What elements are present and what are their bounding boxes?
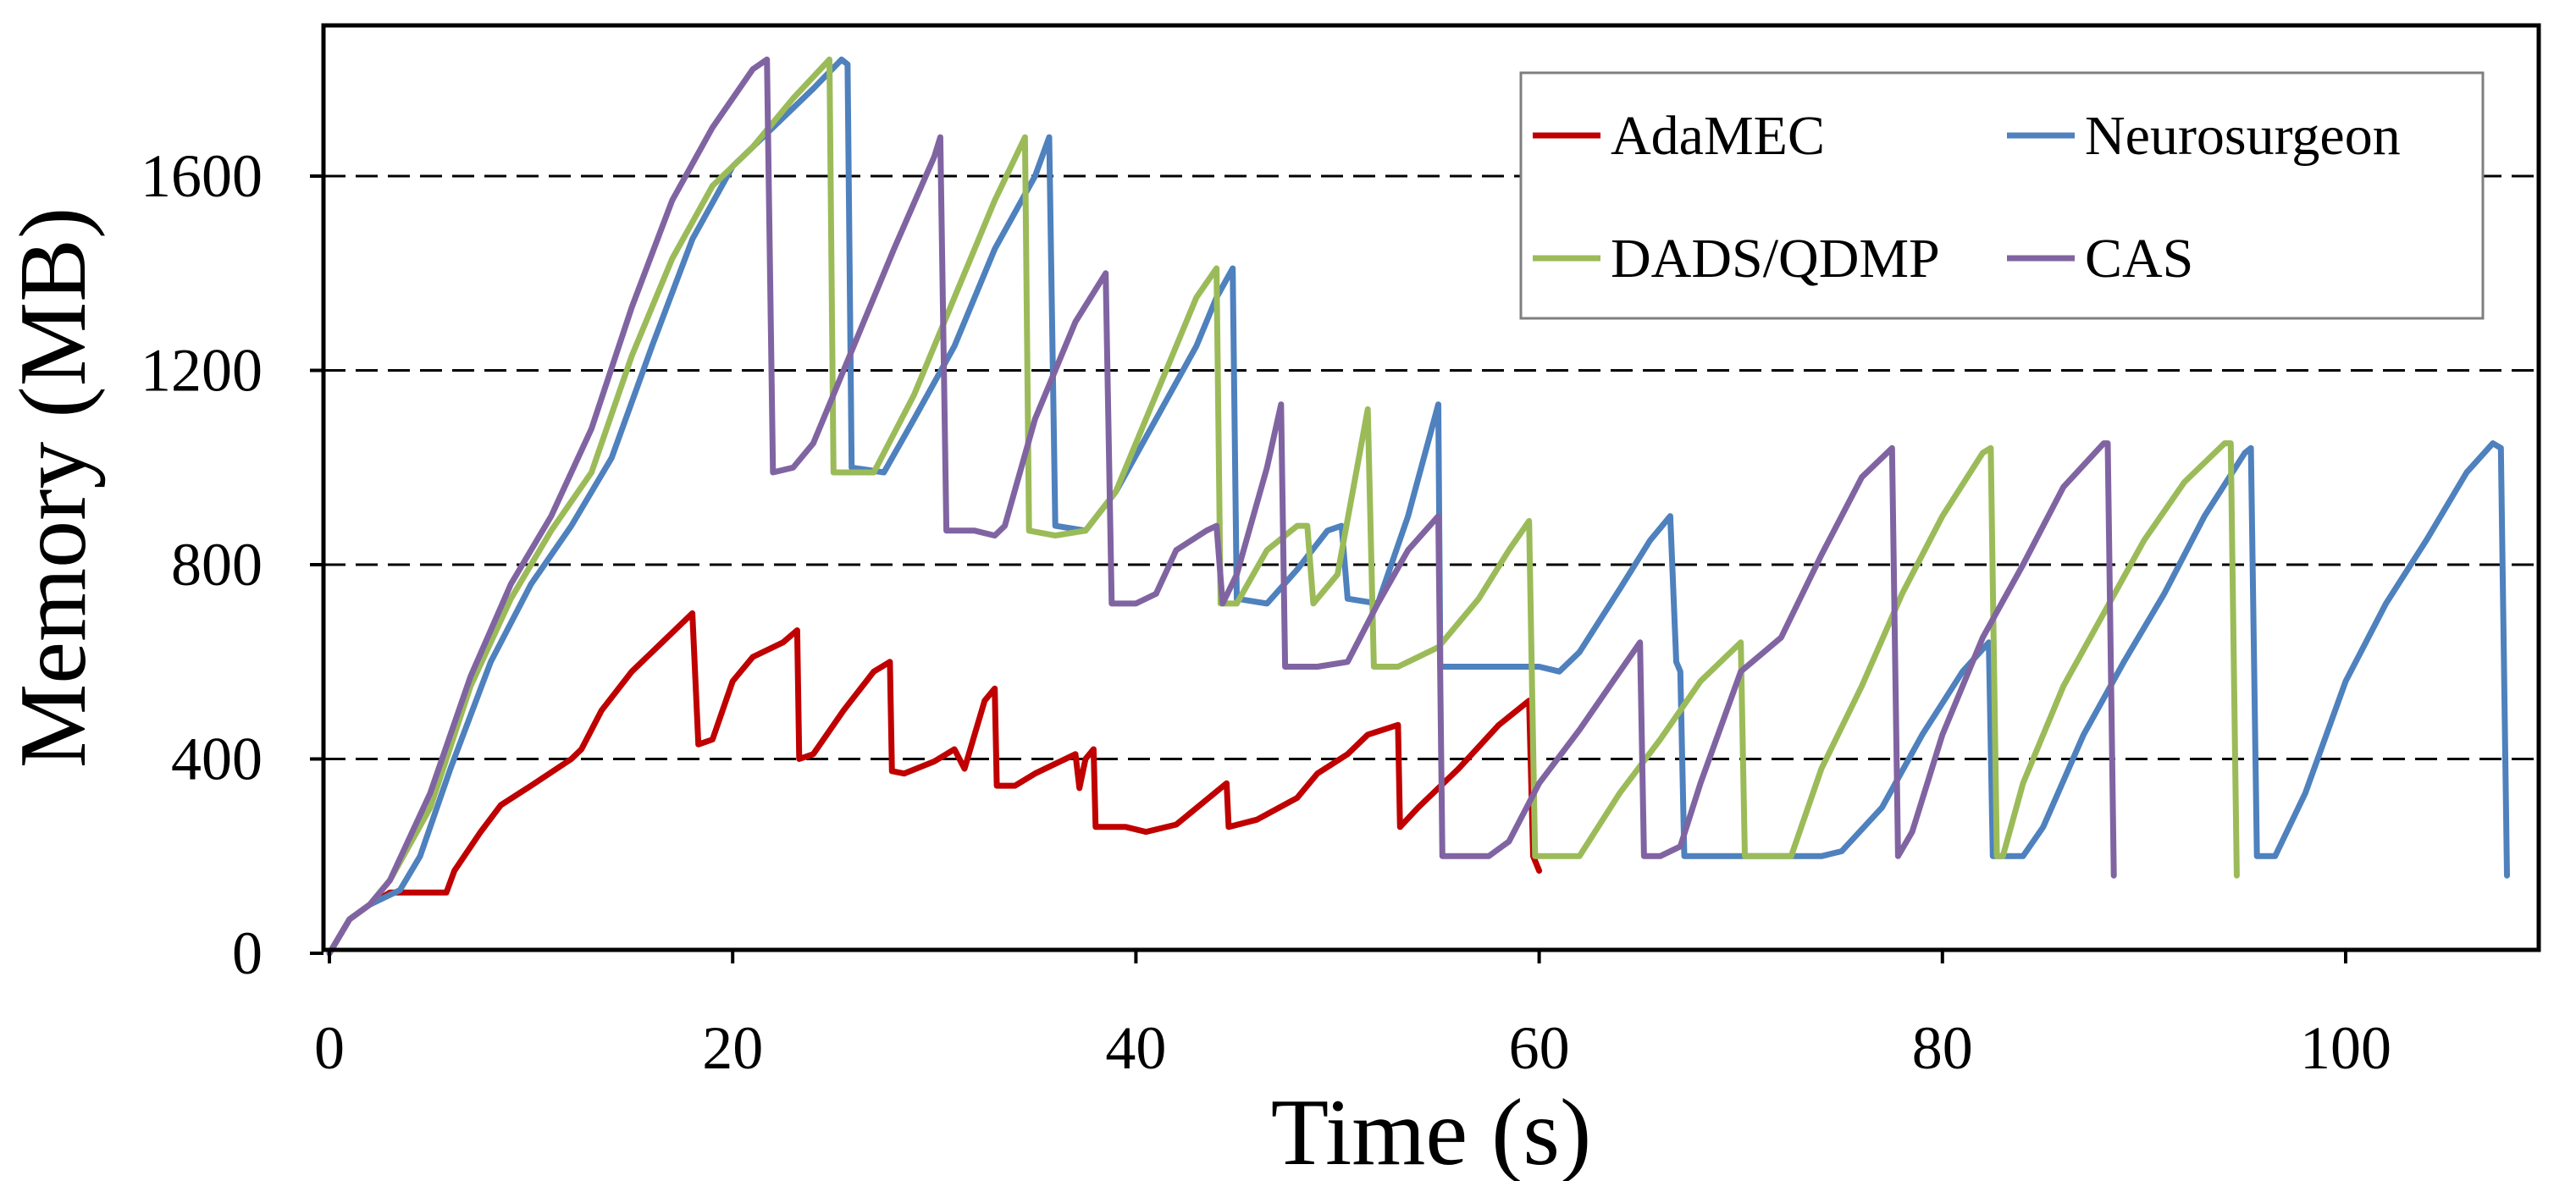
plot-frame [321, 23, 2541, 952]
x-tick-label: 20 [702, 1014, 763, 1082]
series-line-dads-qdmp [326, 56, 2240, 957]
axis-ticks: 0 400 800 1200 1600 0 20 40 60 80 100 [141, 142, 2391, 1082]
legend-label: DADS/QDMP [1611, 228, 1940, 290]
series-line-adamec [326, 610, 1543, 957]
x-tick-label: 80 [1912, 1014, 1973, 1082]
y-tick-label: 1200 [141, 337, 263, 405]
y-tick-label: 1600 [141, 142, 263, 210]
legend-label: CAS [2085, 228, 2193, 290]
series-lines [326, 56, 2510, 957]
y-axis-title: Memory (MB) [1, 207, 106, 769]
x-tick-label: 40 [1105, 1014, 1166, 1082]
y-tick-label: 800 [171, 531, 263, 599]
legend-box [1519, 71, 2485, 320]
legend-label: AdaMEC [1611, 105, 1825, 167]
x-tick-label: 0 [314, 1014, 345, 1082]
legend: AdaMEC Neurosurgeon DADS/QDMP CAS [1519, 71, 2485, 320]
x-tick-label: 60 [1509, 1014, 1570, 1082]
y-tick-label: 0 [232, 919, 263, 987]
x-axis-title: Time (s) [1271, 1080, 1592, 1181]
legend-label: Neurosurgeon [2085, 105, 2401, 167]
series-line-cas [326, 56, 2117, 957]
x-tick-label: 100 [2300, 1014, 2391, 1082]
y-tick-label: 400 [171, 726, 263, 793]
